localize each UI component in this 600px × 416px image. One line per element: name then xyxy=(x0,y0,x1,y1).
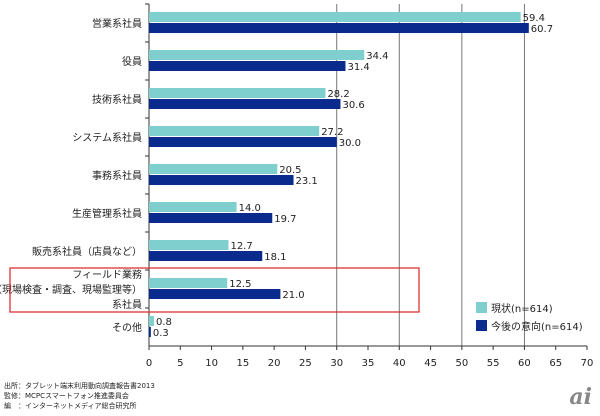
bar-current xyxy=(149,12,521,22)
x-tick-label: 45 xyxy=(424,358,437,369)
data-label: 18.1 xyxy=(264,252,286,263)
data-label: 20.5 xyxy=(279,165,301,176)
data-label: 28.2 xyxy=(327,89,349,100)
bar-future xyxy=(149,137,337,147)
bar-future xyxy=(149,99,341,109)
category-label: 系社員 xyxy=(112,298,142,311)
bar-current xyxy=(149,126,320,136)
bar-current xyxy=(149,164,278,174)
bar-future xyxy=(149,175,294,185)
legend-label: 現状(n=614) xyxy=(491,302,553,315)
bar-current xyxy=(149,88,326,98)
legend-swatch xyxy=(476,320,487,331)
data-label: 19.7 xyxy=(274,214,296,225)
data-label: 30.6 xyxy=(342,100,364,111)
footer-source: 出所：タブレット端末利用動向調査報告書2013 xyxy=(4,382,155,390)
footer-editor: 編 ：インターネットメディア総合研究所 xyxy=(4,402,137,410)
bar-future xyxy=(149,23,529,33)
x-tick-label: 35 xyxy=(362,358,375,369)
data-label: 21.0 xyxy=(282,290,304,301)
x-tick-label: 55 xyxy=(487,358,500,369)
data-label: 34.4 xyxy=(366,51,388,62)
x-tick-label: 10 xyxy=(205,358,218,369)
x-tick-label: 25 xyxy=(299,358,312,369)
x-tick-label: 0 xyxy=(146,358,152,369)
category-label: 生産管理系社員 xyxy=(72,207,142,220)
bar-future xyxy=(149,289,281,299)
bar-current xyxy=(149,278,228,288)
x-tick-label: 60 xyxy=(518,358,531,369)
category-label: システム系社員 xyxy=(72,131,142,144)
data-label: 12.5 xyxy=(229,279,251,290)
category-label: （現場検査・調査、現場監理等） xyxy=(0,283,142,296)
x-tick-label: 65 xyxy=(549,358,562,369)
x-tick-label: 50 xyxy=(455,358,468,369)
data-label: 59.4 xyxy=(523,13,545,24)
bar-current xyxy=(149,50,365,60)
category-label: その他 xyxy=(112,321,142,334)
x-tick-label: 40 xyxy=(393,358,406,369)
x-tick-label: 5 xyxy=(177,358,183,369)
highlight-box xyxy=(9,267,420,313)
bar-future xyxy=(149,251,263,261)
x-tick-label: 30 xyxy=(330,358,343,369)
footer-supervision: 監修：MCPCスマートフォン推進委員会 xyxy=(4,392,129,400)
legend-label: 今後の意向(n=614) xyxy=(491,320,583,333)
bar-current xyxy=(149,316,155,326)
legend-swatch xyxy=(476,302,487,313)
category-label: 販売系社員（店員など） xyxy=(32,245,142,258)
bar-future xyxy=(149,327,151,337)
data-label: 12.7 xyxy=(230,241,252,252)
category-label: フィールド業務 xyxy=(72,268,142,281)
bar-future xyxy=(149,61,346,71)
data-label: 14.0 xyxy=(239,203,261,214)
x-tick-label: 20 xyxy=(268,358,281,369)
ai-logo: ai xyxy=(569,384,592,410)
data-label: 0.8 xyxy=(156,317,172,328)
data-label: 30.0 xyxy=(339,138,361,149)
data-label: 60.7 xyxy=(531,24,553,35)
data-label: 23.1 xyxy=(296,176,318,187)
bar-current xyxy=(149,202,237,212)
category-label: 事務系社員 xyxy=(92,169,142,182)
category-label: 営業系社員 xyxy=(92,17,142,30)
data-label: 27.2 xyxy=(321,127,343,138)
bar-chart: 0 5 10 15 20 25 30 35 40 45 50 55 60 65 70 営業系社員 59.460.… xyxy=(0,3,594,369)
x-tick-label: 70 xyxy=(581,358,594,369)
category-label: 役員 xyxy=(122,55,142,68)
data-label: 31.4 xyxy=(347,62,369,73)
bar-current xyxy=(149,240,229,250)
x-tick-label: 15 xyxy=(236,358,249,369)
category-label: 技術系社員 xyxy=(92,93,142,106)
bar-future xyxy=(149,213,273,223)
data-label: 0.3 xyxy=(153,328,169,339)
